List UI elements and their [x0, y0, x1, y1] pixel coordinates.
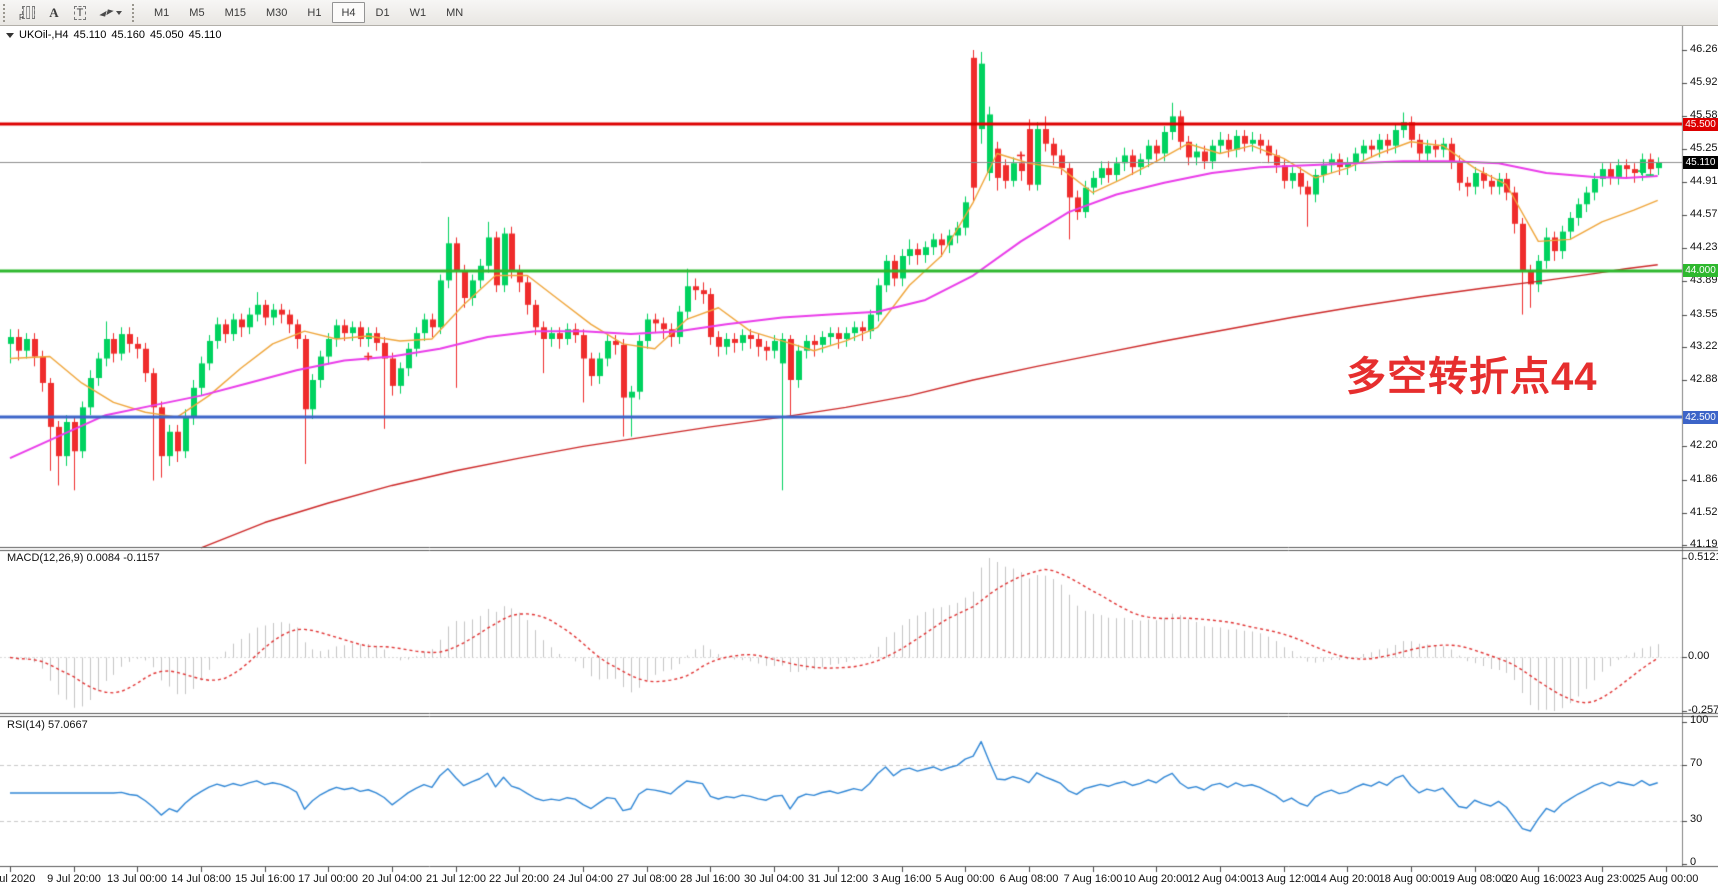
grid-icon: [21, 6, 35, 19]
arrows-icon: [106, 8, 114, 17]
text-box-icon: T: [73, 5, 87, 20]
toolbar: F A T M1 M5 M15 M30 H1 H4 D1 W1 MN: [0, 0, 1718, 26]
timeframe-h1-button[interactable]: H1: [298, 2, 330, 23]
timeframe-m5-button[interactable]: M5: [180, 2, 213, 23]
timeframe-w1-button[interactable]: W1: [401, 2, 436, 23]
toolbar-grip[interactable]: [3, 3, 12, 22]
toolbar-grip[interactable]: [132, 3, 141, 22]
timeframe-m1-button[interactable]: M1: [145, 2, 178, 23]
timeframe-m30-button[interactable]: M30: [257, 2, 296, 23]
grid-f-tool-button[interactable]: F: [16, 2, 40, 23]
text-box-tool-button[interactable]: T: [68, 2, 92, 23]
timeframe-d1-button[interactable]: D1: [367, 2, 399, 23]
text-label-icon: A: [49, 4, 59, 20]
text-label-tool-button[interactable]: A: [42, 2, 66, 23]
timeframe-h4-button[interactable]: H4: [332, 2, 365, 23]
timeframe-m15-button[interactable]: M15: [216, 2, 255, 23]
chevron-down-icon: [116, 10, 122, 15]
timeframe-mn-button[interactable]: MN: [437, 2, 472, 23]
f-tool-label: F: [19, 13, 24, 22]
arrows-tool-button[interactable]: [94, 2, 128, 23]
